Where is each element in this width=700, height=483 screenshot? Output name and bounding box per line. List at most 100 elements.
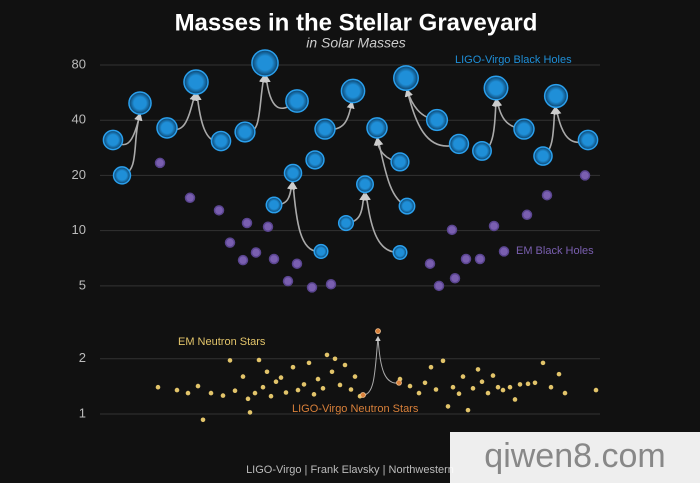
point bbox=[237, 254, 249, 266]
point bbox=[577, 129, 599, 151]
series-label: EM Neutron Stars bbox=[178, 336, 266, 348]
point bbox=[428, 364, 434, 370]
point bbox=[213, 205, 225, 216]
y-tick-label: 2 bbox=[79, 350, 86, 365]
point bbox=[301, 382, 307, 387]
point bbox=[348, 387, 354, 392]
point bbox=[305, 150, 325, 170]
point bbox=[260, 384, 266, 390]
point bbox=[200, 417, 206, 423]
point bbox=[340, 78, 366, 104]
point bbox=[251, 49, 279, 77]
point bbox=[232, 388, 238, 393]
point bbox=[392, 244, 408, 260]
series bbox=[102, 49, 599, 260]
point bbox=[183, 69, 209, 95]
point bbox=[262, 221, 274, 232]
point bbox=[329, 369, 335, 375]
point bbox=[295, 387, 301, 393]
point bbox=[479, 379, 485, 385]
point bbox=[448, 133, 470, 155]
point bbox=[247, 410, 253, 415]
point bbox=[532, 380, 538, 386]
point bbox=[195, 383, 201, 389]
point bbox=[320, 386, 326, 391]
y-tick-label: 5 bbox=[79, 277, 86, 292]
point bbox=[273, 379, 279, 385]
point bbox=[375, 328, 381, 335]
point bbox=[470, 386, 476, 391]
point bbox=[360, 392, 366, 398]
chart-title: Masses in the Stellar Graveyard bbox=[175, 9, 538, 36]
point bbox=[156, 117, 178, 139]
point bbox=[533, 146, 553, 166]
series bbox=[360, 328, 402, 398]
point bbox=[265, 196, 283, 214]
point bbox=[579, 170, 591, 181]
point bbox=[440, 358, 446, 364]
point bbox=[128, 91, 152, 115]
point bbox=[224, 237, 236, 248]
point bbox=[283, 163, 303, 183]
point bbox=[517, 382, 523, 387]
point bbox=[185, 390, 191, 396]
point bbox=[325, 278, 337, 290]
point bbox=[102, 129, 124, 151]
point bbox=[268, 393, 274, 399]
watermark: qiwen8.com bbox=[484, 437, 665, 475]
point bbox=[241, 217, 253, 229]
point bbox=[282, 275, 294, 287]
point bbox=[220, 393, 226, 398]
point bbox=[366, 117, 388, 139]
point bbox=[433, 387, 439, 392]
point bbox=[433, 280, 445, 292]
point bbox=[337, 382, 343, 388]
point bbox=[306, 360, 312, 366]
point bbox=[512, 397, 518, 402]
point bbox=[398, 197, 416, 215]
point bbox=[500, 387, 506, 393]
point bbox=[342, 362, 348, 368]
point bbox=[306, 282, 318, 293]
point bbox=[449, 272, 461, 284]
point bbox=[208, 390, 214, 396]
point bbox=[174, 387, 180, 393]
point bbox=[513, 118, 535, 140]
point bbox=[507, 384, 513, 390]
series bbox=[155, 352, 599, 423]
point bbox=[324, 352, 330, 358]
arrow bbox=[375, 336, 400, 384]
watermark-box bbox=[450, 432, 700, 483]
point bbox=[227, 358, 233, 363]
point bbox=[562, 390, 568, 396]
point bbox=[446, 224, 458, 236]
point bbox=[490, 373, 496, 378]
point bbox=[541, 189, 553, 201]
point bbox=[311, 392, 317, 397]
point bbox=[593, 387, 599, 393]
point bbox=[356, 175, 374, 194]
point bbox=[474, 253, 486, 265]
series-label: LIGO-Virgo Black Holes bbox=[455, 54, 572, 66]
point bbox=[290, 364, 296, 370]
point bbox=[112, 166, 132, 185]
point bbox=[543, 83, 569, 109]
series bbox=[154, 157, 591, 293]
point bbox=[240, 374, 246, 379]
point bbox=[314, 118, 336, 140]
y-tick-label: 40 bbox=[72, 112, 86, 127]
point bbox=[390, 152, 410, 172]
point bbox=[460, 374, 466, 379]
point bbox=[422, 380, 428, 386]
point bbox=[210, 130, 232, 152]
point bbox=[264, 369, 270, 375]
point bbox=[556, 371, 562, 377]
point bbox=[460, 253, 472, 265]
point bbox=[332, 356, 338, 362]
y-tick-label: 1 bbox=[79, 405, 86, 420]
point bbox=[540, 360, 546, 366]
point bbox=[483, 75, 509, 101]
point bbox=[154, 157, 166, 169]
point bbox=[252, 390, 258, 396]
point bbox=[256, 357, 262, 363]
